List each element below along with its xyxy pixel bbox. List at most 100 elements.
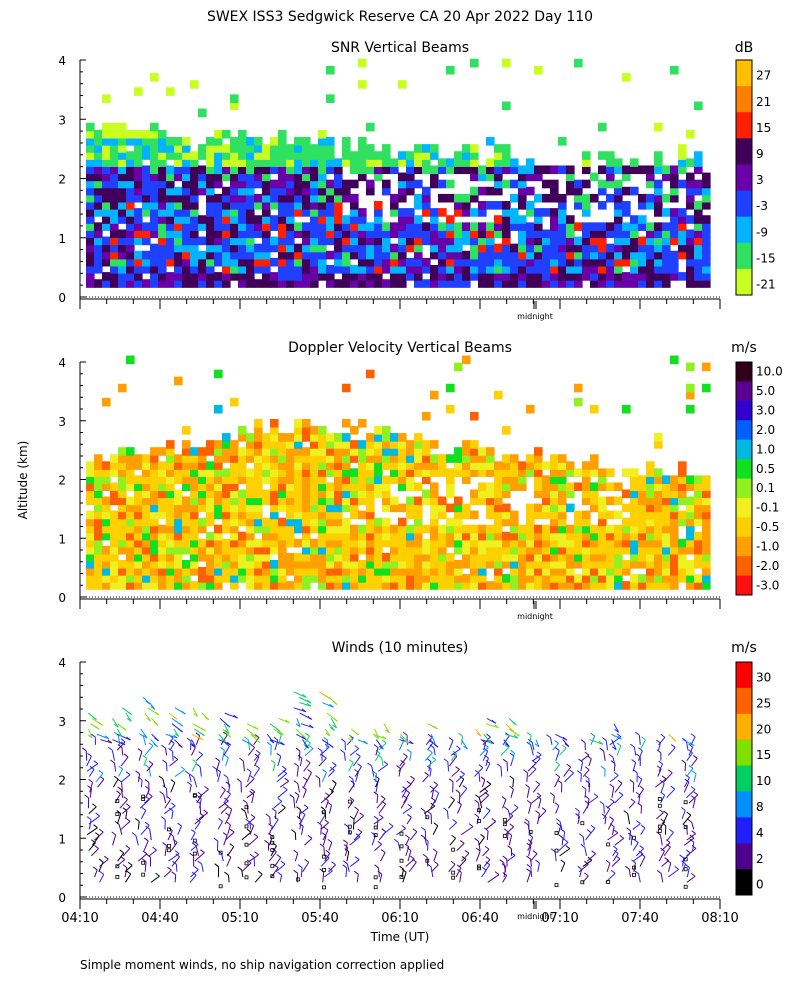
doppler-cell xyxy=(422,475,431,484)
snr-cell xyxy=(158,129,167,139)
wind-barb xyxy=(304,837,313,846)
doppler-cell xyxy=(326,574,335,583)
doppler-cell xyxy=(262,538,271,548)
wind-barb xyxy=(299,758,303,767)
snr-cell xyxy=(254,229,263,239)
wind-barb-flag xyxy=(656,869,662,874)
doppler-cell xyxy=(86,517,95,527)
wind-barb-flag xyxy=(459,775,465,780)
snr-cell xyxy=(622,236,631,246)
doppler-cell xyxy=(606,567,615,576)
snr-cell xyxy=(246,229,255,239)
doppler-cell xyxy=(214,524,223,534)
snr-cell xyxy=(110,279,119,288)
doppler-cell xyxy=(462,531,471,541)
snr-cell xyxy=(110,215,119,224)
doppler-cell xyxy=(166,517,175,527)
wind-barb xyxy=(88,728,93,739)
doppler-cell xyxy=(238,559,247,569)
snr-cell xyxy=(630,250,639,260)
doppler-cell xyxy=(478,581,487,590)
snr-cell xyxy=(686,243,695,253)
colorbar-segment xyxy=(736,869,752,896)
snr-cell xyxy=(126,165,135,175)
doppler-cell xyxy=(454,567,463,576)
doppler-cell xyxy=(262,552,271,562)
wind-marker xyxy=(192,838,197,843)
snr-cell xyxy=(86,257,95,267)
snr-cell xyxy=(374,229,383,239)
snr-cell xyxy=(310,257,319,267)
snr-cell xyxy=(302,186,311,196)
snr-cell xyxy=(646,279,655,288)
doppler-cell xyxy=(86,538,95,548)
snr-cell xyxy=(230,179,239,189)
snr-cell xyxy=(150,122,159,132)
doppler-colorbar-title: m/s xyxy=(731,340,757,356)
snr-cell xyxy=(534,257,543,267)
doppler-cell xyxy=(582,517,591,527)
snr-cell xyxy=(702,201,711,210)
wind-barb xyxy=(611,739,617,750)
snr-cell xyxy=(582,179,591,189)
figure-title: SWEX ISS3 Sedgwick Reserve CA 20 Apr 202… xyxy=(207,9,593,25)
wind-barb-flag xyxy=(277,731,282,736)
doppler-cell xyxy=(318,531,327,541)
wind-barb-flag xyxy=(125,845,131,849)
wind-barb-flag xyxy=(324,797,329,802)
snr-cell xyxy=(438,243,447,253)
snr-cell xyxy=(102,250,111,260)
wind-barb-flag xyxy=(340,749,345,754)
doppler-cell xyxy=(86,524,95,534)
wind-barb-flag xyxy=(192,759,197,764)
doppler-cell xyxy=(446,574,455,583)
doppler-cell xyxy=(222,468,231,477)
snr-cell xyxy=(142,222,151,231)
wind-barb xyxy=(116,859,126,867)
doppler-cell xyxy=(110,461,119,470)
wind-barb xyxy=(352,819,355,830)
doppler-cell xyxy=(254,559,263,569)
snr-cell xyxy=(438,208,447,217)
wind-barb-flag xyxy=(325,695,331,700)
wind-barb-flag xyxy=(504,744,510,748)
doppler-cell xyxy=(190,475,199,484)
snr-cell xyxy=(206,243,215,253)
doppler-cell xyxy=(670,496,679,506)
wind-barb-flag xyxy=(297,864,303,869)
wind-barb-flag xyxy=(633,839,639,844)
snr-cell xyxy=(198,179,207,189)
snr-cell xyxy=(334,193,343,203)
wind-barb-flag xyxy=(114,723,119,728)
wind-marker xyxy=(141,860,146,865)
doppler-cell xyxy=(270,574,279,583)
wind-barb xyxy=(460,826,474,836)
wind-barb-flag xyxy=(404,739,410,744)
doppler-cell xyxy=(334,454,343,463)
snr-cell xyxy=(318,243,327,253)
doppler-cell xyxy=(662,489,671,499)
wind-barb-flag xyxy=(692,755,698,759)
doppler-cell xyxy=(310,545,319,555)
snr-cell xyxy=(574,265,583,274)
wind-barb xyxy=(616,745,622,756)
wind-barb xyxy=(300,826,304,835)
doppler-cell xyxy=(702,489,711,499)
doppler-cell xyxy=(574,482,583,492)
snr-cell xyxy=(182,137,191,146)
snr-cell xyxy=(214,172,223,182)
snr-cell xyxy=(270,257,279,267)
snr-cell xyxy=(174,279,183,288)
snr-cell xyxy=(126,250,135,260)
doppler-cell xyxy=(110,524,119,534)
wind-barb-flag xyxy=(434,789,439,794)
wind-barb-flag xyxy=(578,833,584,838)
snr-cell xyxy=(246,215,255,224)
snr-cell xyxy=(358,222,367,231)
wind-barb-flag xyxy=(560,859,566,864)
doppler-cell xyxy=(86,496,95,506)
wind-barb xyxy=(553,795,555,804)
wind-barb xyxy=(661,842,671,851)
snr-cell xyxy=(310,272,319,281)
snr-cell xyxy=(670,165,679,175)
